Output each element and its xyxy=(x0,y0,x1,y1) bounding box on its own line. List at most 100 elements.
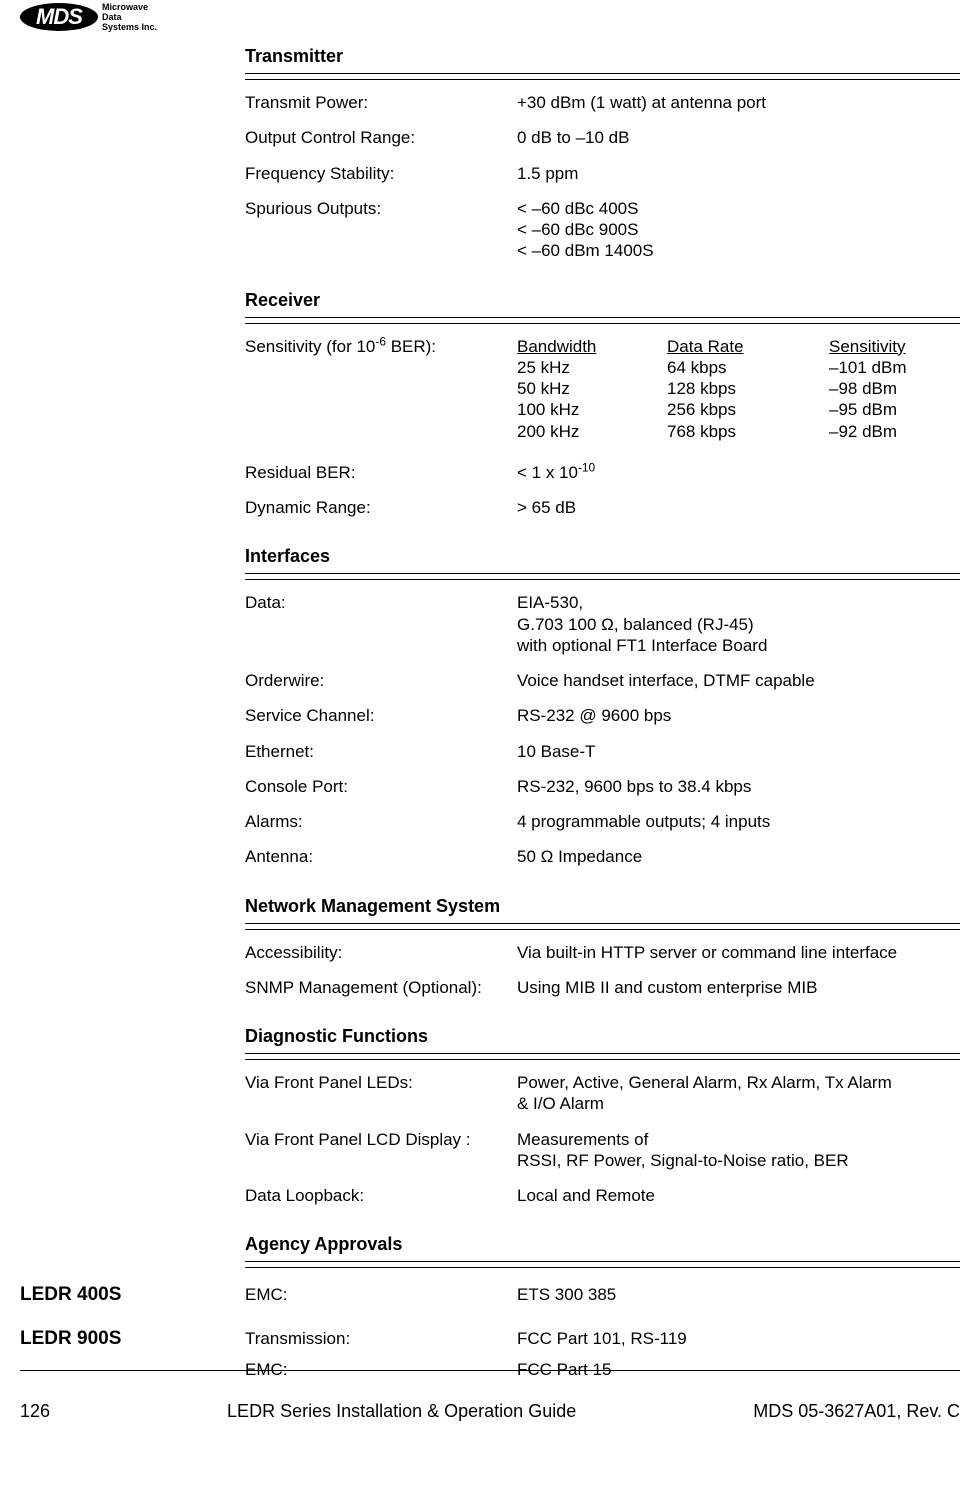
spec-value: Local and Remote xyxy=(517,1185,960,1206)
spec-label: Dynamic Range: xyxy=(245,497,517,518)
spurious-l1: < –60 dBc 400S xyxy=(517,198,960,219)
spec-label: Accessibility: xyxy=(245,942,517,963)
sens-cell: 25 kHz xyxy=(517,357,667,378)
sens-hdr-sens: Sensitivity xyxy=(829,336,949,357)
spec-row-alarms: Alarms: 4 programmable outputs; 4 inputs xyxy=(245,811,960,832)
spec-row-data: Data: EIA-530, G.703 100 Ω, balanced (RJ… xyxy=(245,592,960,656)
spec-value: > 65 dB xyxy=(517,497,960,518)
sens-cell: 256 kbps xyxy=(667,399,829,420)
spec-value: ETS 300 385 xyxy=(517,1284,960,1305)
section-rule xyxy=(245,317,960,324)
spec-value: Via built-in HTTP server or command line… xyxy=(517,942,960,963)
logo-oval: MDS xyxy=(20,3,98,31)
side-label-ledr400s: LEDR 400S xyxy=(20,1280,245,1327)
spec-label: Via Front Panel LCD Display : xyxy=(245,1129,517,1172)
section-title-diagnostics: Diagnostic Functions xyxy=(245,1012,960,1047)
section-title-interfaces: Interfaces xyxy=(245,532,960,567)
section-rule xyxy=(245,573,960,580)
footer-doc-rev: MDS 05-3627A01, Rev. C xyxy=(753,1401,960,1422)
spec-row-dynamic-range: Dynamic Range: > 65 dB xyxy=(245,497,960,518)
spec-row-900s-transmission: Transmission: FCC Part 101, RS-119 xyxy=(245,1328,960,1349)
spec-label: Data: xyxy=(245,592,517,656)
spec-value: RS-232, 9600 bps to 38.4 kbps xyxy=(517,776,960,797)
spec-value: < 1 x 10-10 xyxy=(517,462,960,483)
sens-label-sup: -6 xyxy=(375,334,386,348)
sens-cell: –98 dBm xyxy=(829,378,949,399)
logo-company-text: Microwave Data Systems Inc. xyxy=(102,2,157,32)
section-rule xyxy=(245,1261,960,1268)
spec-label: Sensitivity (for 10-6 BER): xyxy=(245,336,517,442)
spec-value: Measurements of RSSI, RF Power, Signal-t… xyxy=(517,1129,960,1172)
spec-label: Antenna: xyxy=(245,846,517,867)
spurious-l2: < –60 dBc 900S xyxy=(517,219,960,240)
lcd-l1: Measurements of xyxy=(517,1129,960,1150)
sens-cell: –95 dBm xyxy=(829,399,949,420)
spec-label: Residual BER: xyxy=(245,462,517,483)
spec-row-transmit-power: Transmit Power: +30 dBm (1 watt) at ante… xyxy=(245,92,960,113)
spec-row-output-control: Output Control Range: 0 dB to –10 dB xyxy=(245,127,960,148)
spec-value: Power, Active, General Alarm, Rx Alarm, … xyxy=(517,1072,960,1115)
data-l3: with optional FT1 Interface Board xyxy=(517,635,960,656)
spec-value: 4 programmable outputs; 4 inputs xyxy=(517,811,960,832)
spec-row-residual-ber: Residual BER: < 1 x 10-10 xyxy=(245,462,960,483)
lcd-l2: RSSI, RF Power, Signal-to-Noise ratio, B… xyxy=(517,1150,960,1171)
logo: MDS Microwave Data Systems Inc. xyxy=(20,2,960,32)
spec-value: 1.5 ppm xyxy=(517,163,960,184)
data-l2: G.703 100 Ω, balanced (RJ-45) xyxy=(517,614,960,635)
spec-row-antenna: Antenna: 50 Ω Impedance xyxy=(245,846,960,867)
spec-value: Using MIB II and custom enterprise MIB xyxy=(517,977,960,998)
spec-row-lcd: Via Front Panel LCD Display : Measuremen… xyxy=(245,1129,960,1172)
section-rule xyxy=(245,73,960,80)
spec-row-loopback: Data Loopback: Local and Remote xyxy=(245,1185,960,1206)
spec-value: Bandwidth Data Rate Sensitivity 25 kHz 6… xyxy=(517,336,960,442)
footer-doc-title: LEDR Series Installation & Operation Gui… xyxy=(227,1401,576,1422)
section-rule xyxy=(245,923,960,930)
spec-row-freq-stability: Frequency Stability: 1.5 ppm xyxy=(245,163,960,184)
sens-label-part2: BER): xyxy=(386,337,436,356)
spec-value: < –60 dBc 400S < –60 dBc 900S < –60 dBm … xyxy=(517,198,960,262)
spec-value: +30 dBm (1 watt) at antenna port xyxy=(517,92,960,113)
spec-label: SNMP Management (Optional): xyxy=(245,977,517,998)
spec-label: Alarms: xyxy=(245,811,517,832)
sens-label-part1: Sensitivity (for 10 xyxy=(245,337,375,356)
spec-row-ethernet: Ethernet: 10 Base-T xyxy=(245,741,960,762)
spec-label: Ethernet: xyxy=(245,741,517,762)
spec-row-400s-emc: EMC: ETS 300 385 xyxy=(245,1284,960,1305)
spec-label: Frequency Stability: xyxy=(245,163,517,184)
logo-line1: Microwave xyxy=(102,2,157,12)
sens-cell: 50 kHz xyxy=(517,378,667,399)
spec-value: 10 Base-T xyxy=(517,741,960,762)
spec-label: Transmit Power: xyxy=(245,92,517,113)
footer-page-number: 126 xyxy=(20,1401,50,1422)
spec-row-service-channel: Service Channel: RS-232 @ 9600 bps xyxy=(245,705,960,726)
logo-line3: Systems Inc. xyxy=(102,22,157,32)
spec-value: 0 dB to –10 dB xyxy=(517,127,960,148)
spec-label: Service Channel: xyxy=(245,705,517,726)
sens-cell: –92 dBm xyxy=(829,421,949,442)
sens-cell: 64 kbps xyxy=(667,357,829,378)
leds-l2: & I/O Alarm xyxy=(517,1093,960,1114)
spec-label: Transmission: xyxy=(245,1328,517,1349)
logo-mark: MDS Microwave Data Systems Inc. xyxy=(20,2,157,32)
spec-row-sensitivity: Sensitivity (for 10-6 BER): Bandwidth Da… xyxy=(245,336,960,442)
leds-l1: Power, Active, General Alarm, Rx Alarm, … xyxy=(517,1072,960,1093)
spec-row-accessibility: Accessibility: Via built-in HTTP server … xyxy=(245,942,960,963)
spec-row-console: Console Port: RS-232, 9600 bps to 38.4 k… xyxy=(245,776,960,797)
sens-hdr-dr: Data Rate xyxy=(667,336,829,357)
data-l1: EIA-530, xyxy=(517,592,960,613)
spec-value: EIA-530, G.703 100 Ω, balanced (RJ-45) w… xyxy=(517,592,960,656)
spec-row-spurious: Spurious Outputs: < –60 dBc 400S < –60 d… xyxy=(245,198,960,262)
section-title-transmitter: Transmitter xyxy=(245,46,960,67)
spec-value: FCC Part 101, RS-119 xyxy=(517,1328,960,1349)
logo-line2: Data xyxy=(102,12,157,22)
spec-row-orderwire: Orderwire: Voice handset interface, DTMF… xyxy=(245,670,960,691)
spec-label: Console Port: xyxy=(245,776,517,797)
spec-label: EMC: xyxy=(245,1284,517,1305)
sens-hdr-bw: Bandwidth xyxy=(517,336,667,357)
sens-cell: 128 kbps xyxy=(667,378,829,399)
spec-value: RS-232 @ 9600 bps xyxy=(517,705,960,726)
residual-sup: -10 xyxy=(578,460,595,474)
page-footer: 126 LEDR Series Installation & Operation… xyxy=(20,1370,960,1422)
spec-label: Spurious Outputs: xyxy=(245,198,517,262)
section-title-nms: Network Management System xyxy=(245,882,960,917)
